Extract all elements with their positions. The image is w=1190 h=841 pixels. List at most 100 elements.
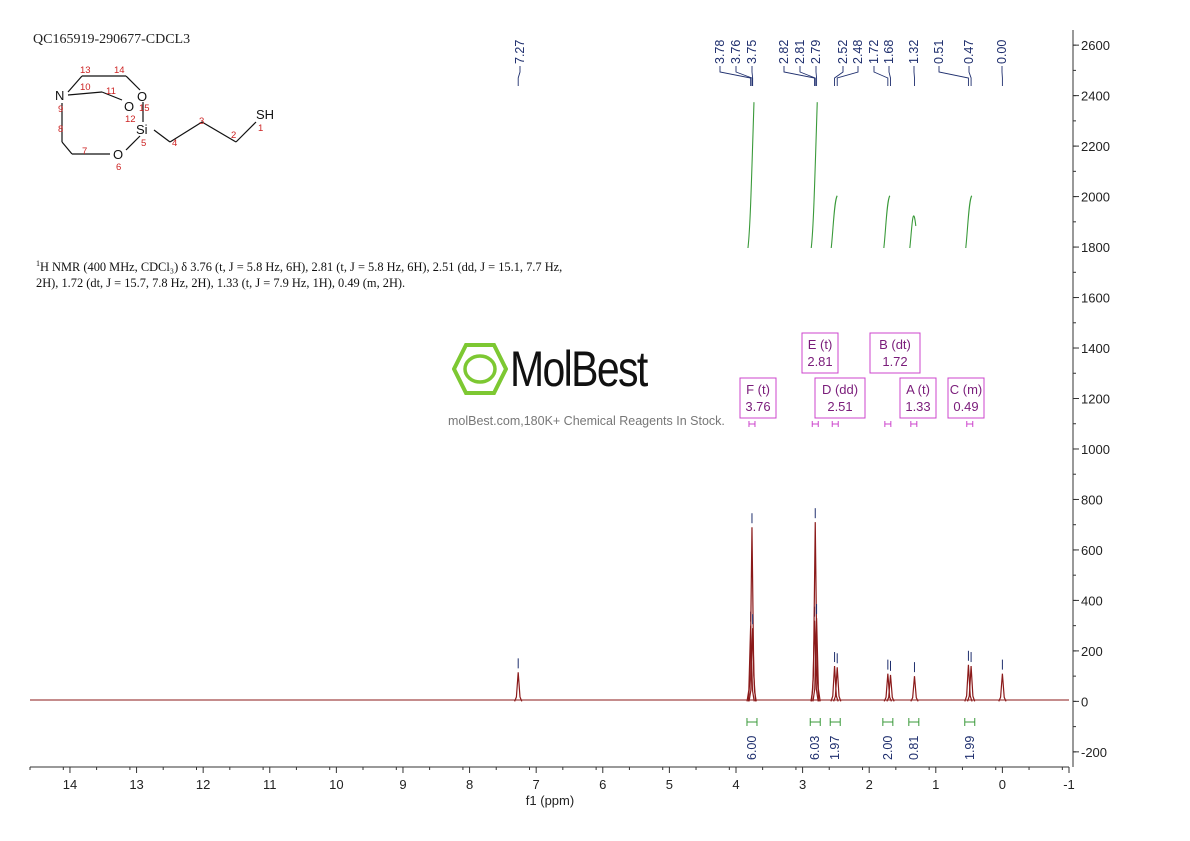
molecule-structure xyxy=(61,75,257,155)
peak-label-connector xyxy=(888,66,891,86)
multiplet-label: B (dt) xyxy=(879,337,911,352)
watermark-tagline: molBest.com,180K+ Chemical Reagents In S… xyxy=(448,414,725,428)
multiplet-box: E (t) 2.81 xyxy=(801,332,839,427)
x-tick-label: 0 xyxy=(999,777,1006,792)
spectrum-peak xyxy=(886,674,895,702)
peak-label-connector xyxy=(938,66,969,86)
multiplet-box: F (t) 3.76 xyxy=(739,377,777,427)
integral-value: 1.99 xyxy=(963,736,977,760)
spectrum-peak xyxy=(883,673,892,702)
spectrum-peak xyxy=(910,676,919,702)
y-axis-ticks: 2600240022002000180016001400120010008006… xyxy=(1073,38,1110,760)
atom-o6-number: 6 xyxy=(116,162,121,173)
peak-label: 2.48 xyxy=(851,40,865,64)
x-tick-label: 1 xyxy=(932,777,939,792)
peak-label: 2.52 xyxy=(836,40,850,64)
y-tick-label: 2600 xyxy=(1081,38,1110,53)
y-tick-label: 2400 xyxy=(1081,89,1110,104)
nucleus-superscript: 1 xyxy=(36,259,40,268)
x-tick-label: 7 xyxy=(533,777,540,792)
molecule-atoms: N 9 O 12 O 15 Si 5 O 6 SH 1 13 14 10 11 … xyxy=(55,65,274,173)
atom-si-number: 5 xyxy=(141,138,146,149)
spectrum-peak xyxy=(998,673,1007,702)
x-axis-label: f1 (ppm) xyxy=(526,793,574,808)
x-tick-label: 2 xyxy=(866,777,873,792)
atom-n-number: 9 xyxy=(58,104,63,115)
x-tick-label: 8 xyxy=(466,777,473,792)
peak-label-connector xyxy=(815,66,818,86)
peak-label: 2.79 xyxy=(809,40,823,64)
x-tick-label: 9 xyxy=(399,777,406,792)
integral-value: 1.97 xyxy=(828,736,842,760)
x-tick-label: 4 xyxy=(732,777,739,792)
integral-curve xyxy=(909,215,917,249)
carbon-number: 3 xyxy=(199,116,204,127)
multiplet-frame xyxy=(899,377,937,419)
multiplet-frame xyxy=(869,332,921,374)
multiplet-shift: 2.51 xyxy=(827,399,852,414)
integral-curve xyxy=(965,195,973,249)
spectrum-peak xyxy=(964,664,973,702)
y-tick-label: 1200 xyxy=(1081,392,1110,407)
atom-o6: O xyxy=(113,147,123,162)
peak-label: 0.51 xyxy=(932,40,946,64)
y-tick-label: 0 xyxy=(1081,694,1088,709)
carbon-number: 2 xyxy=(231,130,236,141)
peak-labels: 7.27 3.78 3.76 3.75 2.82 2.81 2.79 2.52 2.48 1.72… xyxy=(513,40,1009,86)
multiplet-shift: 3.76 xyxy=(745,399,770,414)
peak-label-connector xyxy=(836,66,859,86)
multiplet-label: A (t) xyxy=(906,382,930,397)
integral-curve xyxy=(883,195,891,249)
y-tick-label: 1600 xyxy=(1081,291,1110,306)
peak-label-connector xyxy=(751,66,754,86)
multiplet-box: C (m) 0.49 xyxy=(947,377,985,427)
nmr-description-line2: 2H), 1.72 (dt, J = 15.7, 7.8 Hz, 2H), 1.… xyxy=(36,276,406,291)
multiplet-label: E (t) xyxy=(808,337,833,352)
y-tick-label: 200 xyxy=(1081,644,1103,659)
atom-o12-number: 12 xyxy=(125,114,136,125)
atom-sh: SH xyxy=(256,107,274,122)
multiplet-shift: 2.81 xyxy=(807,354,832,369)
integral-curves xyxy=(747,102,973,249)
x-tick-label: 13 xyxy=(129,777,143,792)
peak-label: 1.32 xyxy=(907,40,921,64)
multiplet-shift: 1.72 xyxy=(882,354,907,369)
peak-label: 1.72 xyxy=(867,40,881,64)
integral-value: 0.81 xyxy=(907,736,921,760)
multiplet-frame xyxy=(947,377,985,419)
multiplet-box: B (dt) 1.72 xyxy=(869,332,921,427)
multiplet-frame xyxy=(739,377,777,419)
y-tick-label: 2000 xyxy=(1081,190,1110,205)
peak-label: 1.68 xyxy=(882,40,896,64)
atom-sh-number: 1 xyxy=(258,123,263,134)
peak-label-connector xyxy=(968,66,972,86)
peak-label-connector xyxy=(719,66,752,86)
multiplet-boxes: F (t) 3.76 E (t) 2.81 D (dd) 2.51 B (dt) 1.72 A … xyxy=(739,332,985,427)
x-tick-label: 10 xyxy=(329,777,343,792)
peak-label: 3.76 xyxy=(729,40,743,64)
x-tick-label: 5 xyxy=(666,777,673,792)
y-tick-label: 400 xyxy=(1081,593,1103,608)
peak-label-connector xyxy=(873,66,889,86)
atom-o15-number: 15 xyxy=(139,103,150,114)
peak-label: 3.78 xyxy=(713,40,727,64)
carbon-number: 13 xyxy=(80,65,91,76)
spectrum-peak xyxy=(966,666,976,702)
carbon-number: 8 xyxy=(58,124,63,135)
multiplet-label: C (m) xyxy=(950,382,983,397)
logo-text: MolBest xyxy=(510,341,648,397)
y-tick-label: 1000 xyxy=(1081,442,1110,457)
y-tick-label: 800 xyxy=(1081,492,1103,507)
atom-si: Si xyxy=(136,122,148,137)
carbon-number: 10 xyxy=(80,82,91,93)
y-tick-label: 2200 xyxy=(1081,139,1110,154)
spectrum-peak xyxy=(748,628,757,702)
peak-label: 2.81 xyxy=(793,40,807,64)
multiplet-label: F (t) xyxy=(746,382,770,397)
peak-label-connector xyxy=(783,66,816,86)
nmr-description-line1: H NMR (400 MHz, CDCl₃) δ 3.76 (t, J = 5.… xyxy=(40,260,563,275)
atom-o15: O xyxy=(137,89,147,104)
carbon-number: 4 xyxy=(172,138,177,149)
carbon-number: 11 xyxy=(106,86,116,97)
peak-label-connector xyxy=(834,66,844,86)
